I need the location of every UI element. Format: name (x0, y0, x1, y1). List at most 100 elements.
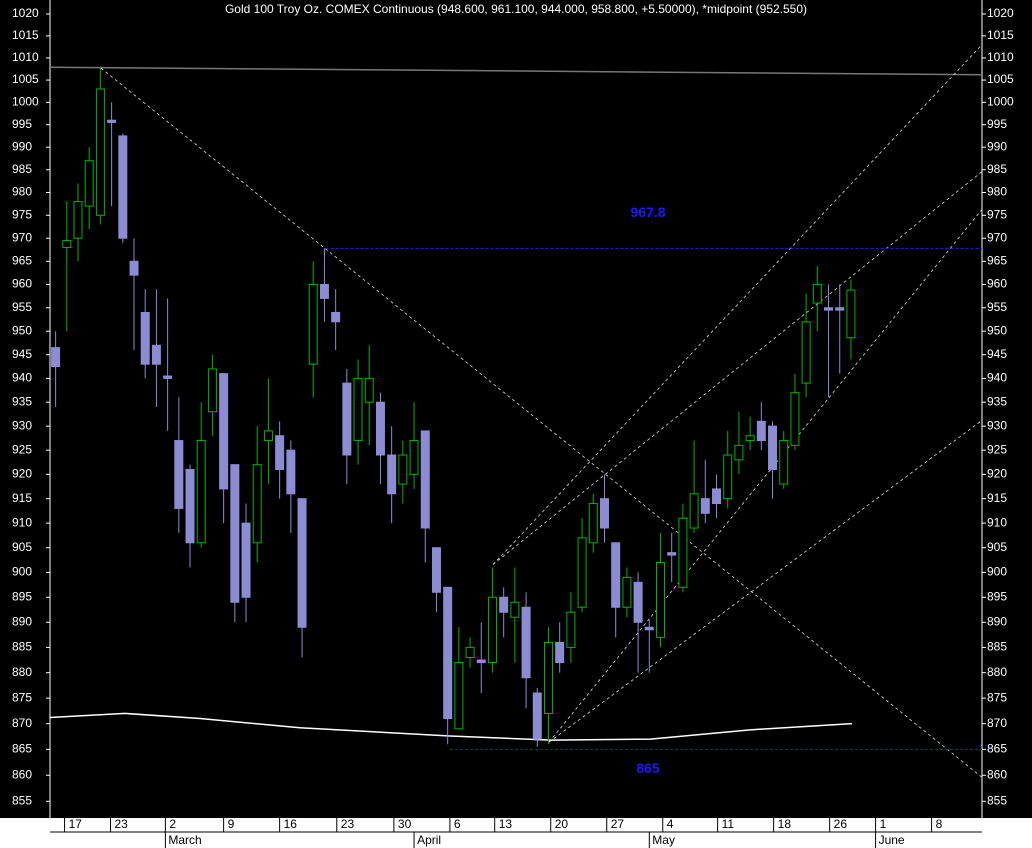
y2-tick-label: 1015 (987, 28, 1014, 42)
y-tick-label: 955 (12, 300, 32, 314)
y-tick-label: 1010 (12, 50, 39, 64)
candle-body (588, 503, 598, 544)
y-tick-label: 1015 (12, 28, 39, 42)
y-tick-label: 965 (12, 253, 32, 267)
candle-body (611, 542, 621, 608)
candle-body (476, 659, 486, 664)
y-tick-label: 995 (12, 117, 32, 131)
candle-body (779, 440, 789, 485)
candle-body (353, 377, 363, 442)
y2-tick-label: 925 (987, 442, 1007, 456)
y2-tick-label: 1010 (987, 50, 1014, 64)
candle-body (824, 307, 834, 311)
candle-body (801, 321, 811, 384)
candle-body (577, 537, 587, 608)
y2-tick-label: 915 (987, 491, 1007, 505)
x-tick-label: 6 (454, 817, 461, 831)
y2-tick-label: 1000 (987, 95, 1014, 109)
candle-body (163, 375, 173, 379)
y-tick-label: 1000 (12, 95, 39, 109)
candle-body (756, 420, 766, 442)
y2-tick-label: 890 (987, 614, 1007, 628)
candle-body (768, 425, 778, 471)
candle-body (230, 464, 240, 603)
candle-body (241, 522, 251, 598)
candle-body (107, 119, 117, 123)
candle-body (431, 547, 441, 593)
candle-body (790, 392, 800, 446)
y-tick-label: 900 (12, 565, 32, 579)
candle-body (689, 493, 699, 529)
candle-body (84, 160, 94, 207)
candle-body (644, 626, 654, 631)
y2-tick-label: 965 (987, 253, 1007, 267)
candle-body (678, 517, 688, 588)
y2-tick-label: 865 (987, 742, 1007, 756)
month-label: April (417, 833, 441, 847)
candle-body (465, 646, 475, 658)
x-tick-label: 9 (228, 817, 235, 831)
y2-tick-label: 940 (987, 371, 1007, 385)
y2-tick-label: 1005 (987, 72, 1014, 86)
y-tick-label: 880 (12, 665, 32, 679)
y-tick-label: 885 (12, 640, 32, 654)
y-tick-label: 985 (12, 162, 32, 176)
month-label: May (652, 833, 675, 847)
candle-body (420, 430, 430, 529)
candle-body (387, 454, 397, 495)
y2-tick-label: 985 (987, 162, 1007, 176)
y2-tick-label: 905 (987, 540, 1007, 554)
candle-body (308, 283, 318, 365)
y2-tick-label: 920 (987, 467, 1007, 481)
y-tick-label: 970 (12, 230, 32, 244)
y-tick-label: 860 (12, 767, 32, 781)
candle-body (185, 469, 195, 544)
x-tick-label: 30 (398, 817, 412, 831)
candle-body (409, 440, 419, 475)
y-tick-label: 920 (12, 467, 32, 481)
chart-title: Gold 100 Troy Oz. COMEX Continuous (948.… (225, 2, 807, 16)
candle-body (846, 289, 856, 339)
y-tick-label: 980 (12, 185, 32, 199)
candle-body (275, 435, 285, 471)
candle-body (174, 440, 184, 509)
candle-body (532, 692, 542, 740)
x-tick-label: 2 (169, 817, 176, 831)
y2-tick-label: 930 (987, 418, 1007, 432)
level-label: 967.8 (630, 204, 665, 220)
x-tick-label: 8 (936, 817, 943, 831)
x-tick-label: 11 (722, 817, 735, 831)
y-tick-label: 950 (12, 323, 32, 337)
candle-body (656, 562, 666, 638)
y-tick-label: 990 (12, 139, 32, 153)
candle-body (723, 454, 733, 500)
y2-tick-label: 875 (987, 690, 1007, 704)
candle-body (712, 488, 722, 505)
candle-body (443, 586, 453, 720)
y2-tick-label: 990 (987, 139, 1007, 153)
y2-tick-label: 910 (987, 515, 1007, 529)
y2-tick-label: 885 (987, 640, 1007, 654)
candle-body (499, 596, 509, 613)
y-tick-label: 925 (12, 442, 32, 456)
y-tick-label: 960 (12, 277, 32, 291)
candle-body (700, 498, 710, 514)
y-tick-label: 1005 (12, 72, 39, 86)
y-tick-label: 895 (12, 589, 32, 603)
y-tick-label: 865 (12, 742, 32, 756)
trendline (492, 44, 982, 565)
candle-body (599, 498, 609, 529)
candle-body (566, 611, 576, 648)
candle-body (364, 377, 374, 403)
y2-tick-label: 950 (987, 323, 1007, 337)
x-tick-label: 18 (778, 817, 792, 831)
y2-tick-label: 955 (987, 300, 1007, 314)
y-tick-label: 975 (12, 207, 32, 221)
y-tick-label: 910 (12, 515, 32, 529)
candle-body (454, 662, 464, 730)
candle-body (297, 498, 307, 628)
candle-body (51, 347, 61, 368)
